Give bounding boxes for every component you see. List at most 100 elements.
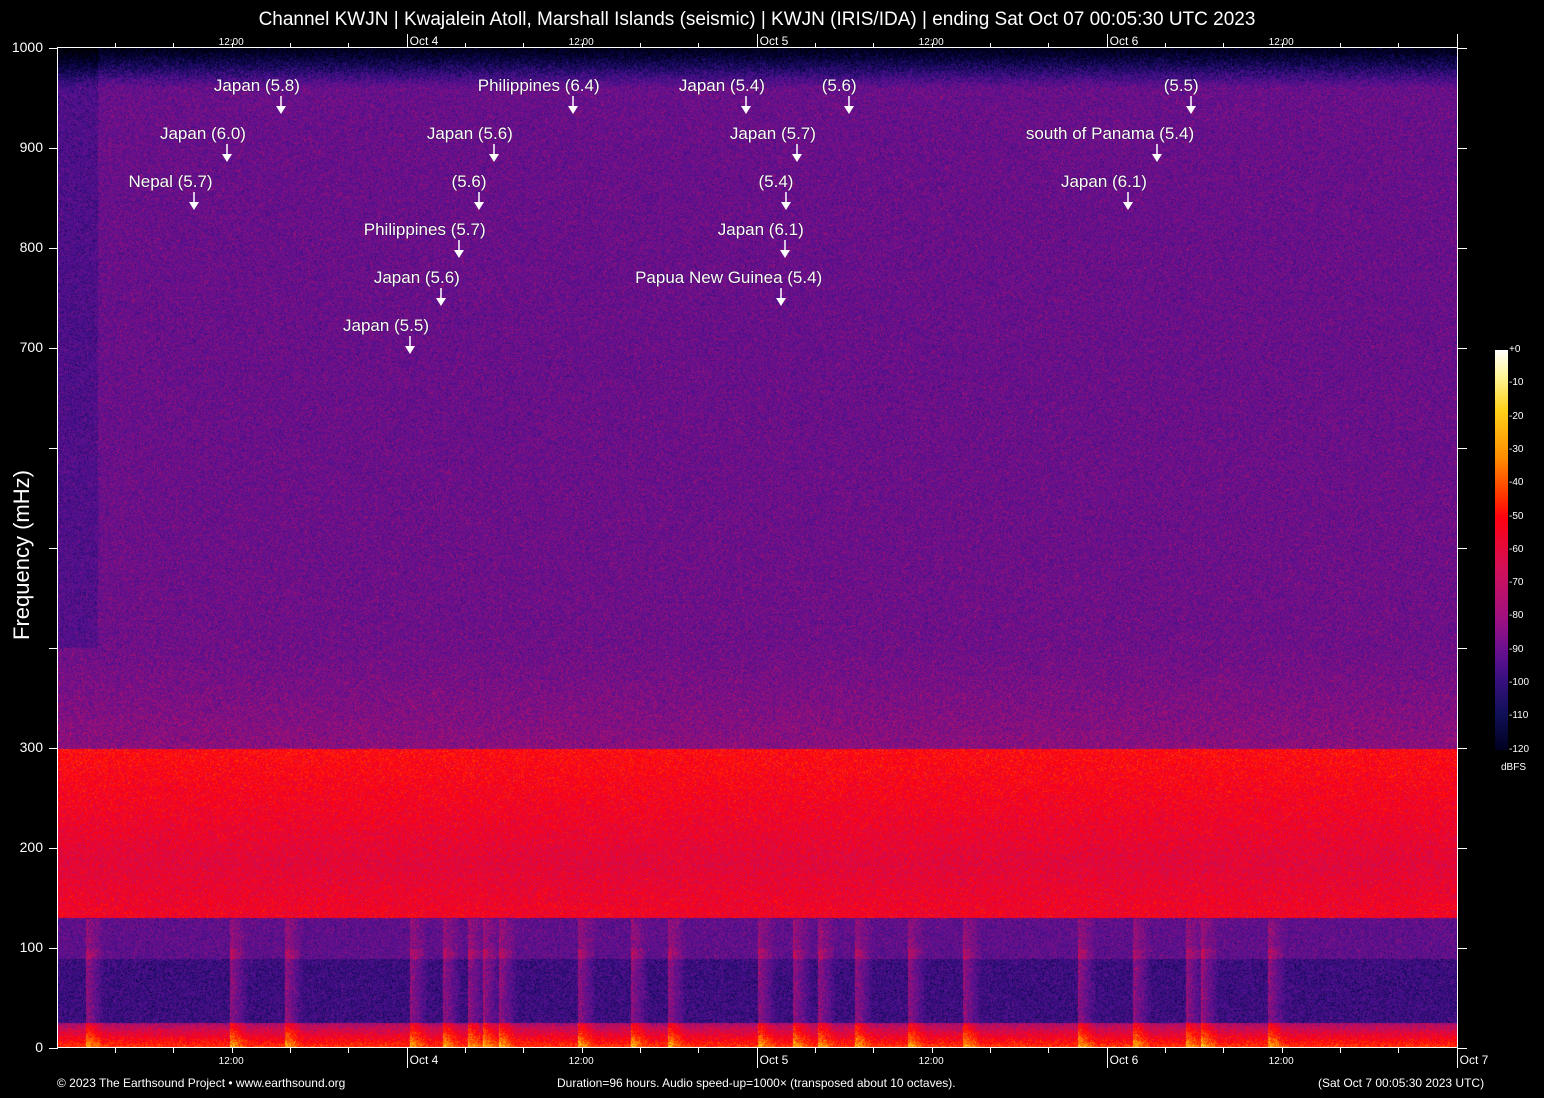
x-tick-bottom — [1165, 1048, 1166, 1053]
x-tick-label-bottom: Oct 7 — [1460, 1053, 1489, 1067]
arrow-down-icon — [775, 288, 787, 308]
x-major-tick-top — [407, 34, 408, 48]
event-label: Japan (5.5) — [343, 316, 429, 336]
x-tick-bottom — [1223, 1048, 1224, 1053]
arrow-down-icon — [473, 192, 485, 212]
x-tick-label-top: Oct 6 — [1110, 34, 1139, 48]
arrow-down-icon — [740, 96, 752, 116]
colorbar-tick-label: -50 — [1509, 511, 1523, 522]
event-label: Philippines (5.7) — [364, 220, 486, 240]
arrow-down-icon — [435, 288, 447, 308]
x-major-tick-top — [757, 34, 758, 48]
arrow-down-icon — [1185, 96, 1197, 116]
y-tick-label: 700 — [3, 339, 43, 355]
colorbar-tick-label: -10 — [1509, 377, 1523, 388]
x-major-tick-bottom — [757, 1048, 758, 1068]
y-tick-right — [1458, 848, 1467, 849]
colorbar-tick-label: -60 — [1509, 544, 1523, 555]
y-tick-right — [1458, 548, 1467, 549]
x-tick-top — [1398, 43, 1399, 48]
event-label: Japan (5.6) — [427, 124, 513, 144]
y-tick-left — [49, 1048, 58, 1049]
x-tick-label-bottom: 12:00 — [1269, 1056, 1294, 1067]
event-label: Japan (6.1) — [718, 220, 804, 240]
x-tick-top — [465, 43, 466, 48]
colorbar-tick-label: -100 — [1509, 677, 1529, 688]
y-tick-left — [49, 348, 58, 349]
y-tick-left — [49, 848, 58, 849]
y-tick-right — [1458, 348, 1467, 349]
y-tick-left — [49, 148, 58, 149]
x-tick-top — [1048, 43, 1049, 48]
y-tick-right — [1458, 1048, 1467, 1049]
y-tick-left — [49, 748, 58, 749]
event-label: (5.6) — [822, 76, 857, 96]
x-tick-top — [698, 43, 699, 48]
x-tick-bottom — [290, 1048, 291, 1053]
y-tick-label: 200 — [3, 839, 43, 855]
event-label: Japan (6.0) — [160, 124, 246, 144]
y-tick-label: 100 — [3, 939, 43, 955]
x-tick-bottom — [582, 1048, 583, 1053]
x-tick-bottom — [1398, 1048, 1399, 1053]
colorbar-unit: dBFS — [1501, 762, 1526, 773]
x-tick-bottom — [173, 1048, 174, 1053]
x-tick-label-top: 12:00 — [1269, 37, 1294, 48]
x-tick-bottom — [990, 1048, 991, 1053]
x-major-tick-bottom — [407, 1048, 408, 1068]
event-label: (5.6) — [452, 172, 487, 192]
arrow-down-icon — [275, 96, 287, 116]
spectrogram-heatmap — [58, 48, 1458, 1048]
event-label: south of Panama (5.4) — [1026, 124, 1194, 144]
x-tick-top — [640, 43, 641, 48]
colorbar-tick-label: -70 — [1509, 577, 1523, 588]
y-tick-label: 800 — [3, 239, 43, 255]
x-tick-label-top: 12:00 — [919, 37, 944, 48]
colorbar-tick-label: -20 — [1509, 411, 1523, 422]
x-tick-bottom — [698, 1048, 699, 1053]
x-tick-top — [873, 43, 874, 48]
x-tick-bottom — [232, 1048, 233, 1053]
x-tick-top — [1340, 43, 1341, 48]
x-tick-label-bottom: 12:00 — [219, 1056, 244, 1067]
y-tick-left — [49, 548, 58, 549]
arrow-down-icon — [843, 96, 855, 116]
y-tick-right — [1458, 248, 1467, 249]
x-tick-label-bottom: Oct 5 — [760, 1053, 789, 1067]
event-label: Philippines (6.4) — [478, 76, 600, 96]
x-tick-bottom — [1282, 1048, 1283, 1053]
arrow-down-icon — [221, 144, 233, 164]
colorbar-tick-label: -30 — [1509, 444, 1523, 455]
x-tick-top — [115, 43, 116, 48]
y-tick-label: 900 — [3, 139, 43, 155]
event-label: Japan (5.8) — [214, 76, 300, 96]
x-tick-top — [1223, 43, 1224, 48]
event-label: Japan (5.4) — [679, 76, 765, 96]
arrow-down-icon — [1151, 144, 1163, 164]
x-tick-bottom — [523, 1048, 524, 1053]
arrow-down-icon — [188, 192, 200, 212]
x-tick-label-bottom: Oct 4 — [410, 1053, 439, 1067]
x-tick-top — [815, 43, 816, 48]
x-tick-label-top: 12:00 — [569, 37, 594, 48]
x-tick-top — [348, 43, 349, 48]
y-tick-right — [1458, 148, 1467, 149]
x-tick-bottom — [1340, 1048, 1341, 1053]
y-tick-left — [49, 248, 58, 249]
arrow-down-icon — [1122, 192, 1134, 212]
y-axis-label: Frequency (mHz) — [9, 470, 35, 640]
chart-title: Channel KWJN | Kwajalein Atoll, Marshall… — [0, 9, 1514, 31]
event-label: Japan (5.6) — [374, 268, 460, 288]
colorbar-tick-label: +0 — [1509, 344, 1520, 355]
x-tick-label-bottom: 12:00 — [919, 1056, 944, 1067]
event-label: Nepal (5.7) — [128, 172, 212, 192]
y-tick-right — [1458, 448, 1467, 449]
y-tick-label: 300 — [3, 739, 43, 755]
footer-end-time: (Sat Oct 7 00:05:30 2023 UTC) — [1318, 1076, 1484, 1090]
x-tick-bottom — [640, 1048, 641, 1053]
x-major-tick-bottom — [1107, 1048, 1108, 1068]
y-tick-right — [1458, 948, 1467, 949]
arrow-down-icon — [780, 192, 792, 212]
x-tick-bottom — [932, 1048, 933, 1053]
x-major-tick-top — [1107, 34, 1108, 48]
